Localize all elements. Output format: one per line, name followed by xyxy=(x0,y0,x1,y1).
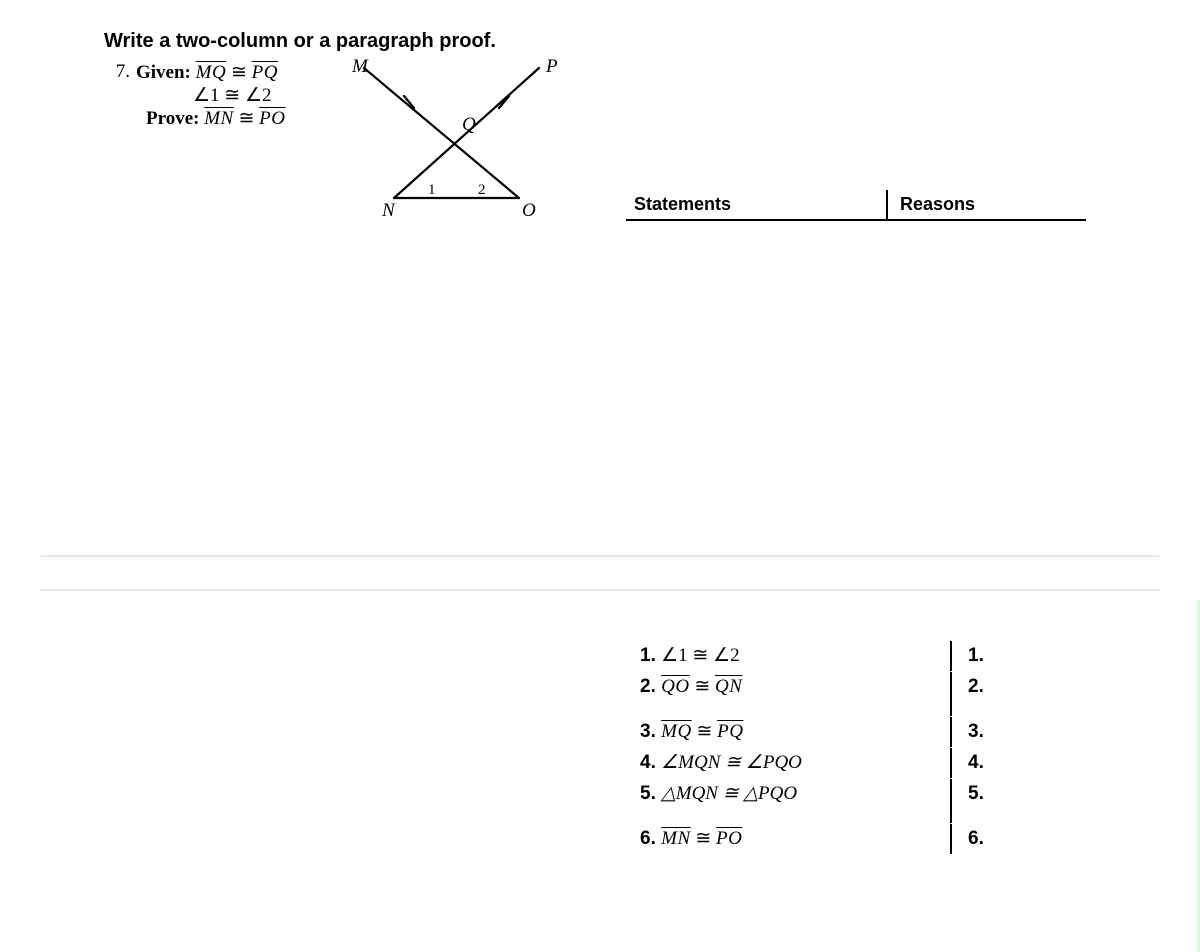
label-p: P xyxy=(545,56,558,77)
label-angle-1: 1 xyxy=(428,182,436,198)
seg-pq: PQ xyxy=(252,62,278,83)
problem-body: Given: MQ ≅ PQ ∠1 ≅ ∠2 Prove: MN ≅ PO xyxy=(136,61,285,130)
seg-mn: MN xyxy=(204,108,234,129)
seg-mq: MQ xyxy=(196,62,227,83)
given-line-2: ∠1 ≅ ∠2 xyxy=(136,84,285,107)
proof-table: 1. ∠1 ≅ ∠2 1. 2. QO ≅ QN 2. 3. MQ ≅ PQ 3… xyxy=(640,640,1090,854)
table-row: 3. MQ ≅ PQ 3. xyxy=(640,716,1090,747)
geometry-figure: M P Q N O 1 2 xyxy=(344,58,574,218)
table-row xyxy=(640,809,1090,823)
given-line-1: Given: MQ ≅ PQ xyxy=(136,61,285,84)
problem-row: 7. Given: MQ ≅ PQ ∠1 ≅ ∠2 Prove: MN ≅ PO xyxy=(104,61,1200,130)
label-q: Q xyxy=(462,114,476,135)
label-angle-2: 2 xyxy=(478,182,486,198)
label-m: M xyxy=(351,56,369,77)
prove-label: Prove: xyxy=(146,108,199,129)
col-header-reasons: Reasons xyxy=(886,190,1086,221)
instruction-heading: Write a two-column or a paragraph proof. xyxy=(104,30,1200,53)
table-row xyxy=(640,702,1090,716)
statements-reasons-header: Statements Reasons xyxy=(626,190,1126,221)
table-row: 6. MN ≅ PO 6. xyxy=(640,823,1090,854)
prove-line: Prove: MN ≅ PO xyxy=(136,107,285,130)
table-row: 2. QO ≅ QN 2. xyxy=(640,671,1090,702)
table-row: 4. ∠MQN ≅ ∠PQO 4. xyxy=(640,747,1090,778)
problem-block: Write a two-column or a paragraph proof.… xyxy=(0,0,1200,130)
page-break xyxy=(0,555,1200,591)
label-o: O xyxy=(522,200,536,221)
seg-po: PO xyxy=(259,108,285,129)
problem-number: 7. xyxy=(104,61,130,83)
table-row: 5. △MQN ≅ △PQO 5. xyxy=(640,778,1090,809)
label-n: N xyxy=(381,200,396,221)
table-row: 1. ∠1 ≅ ∠2 1. xyxy=(640,640,1090,671)
col-header-statements: Statements xyxy=(626,190,886,221)
scan-artifact xyxy=(1194,600,1200,952)
given-label: Given: xyxy=(136,62,191,83)
